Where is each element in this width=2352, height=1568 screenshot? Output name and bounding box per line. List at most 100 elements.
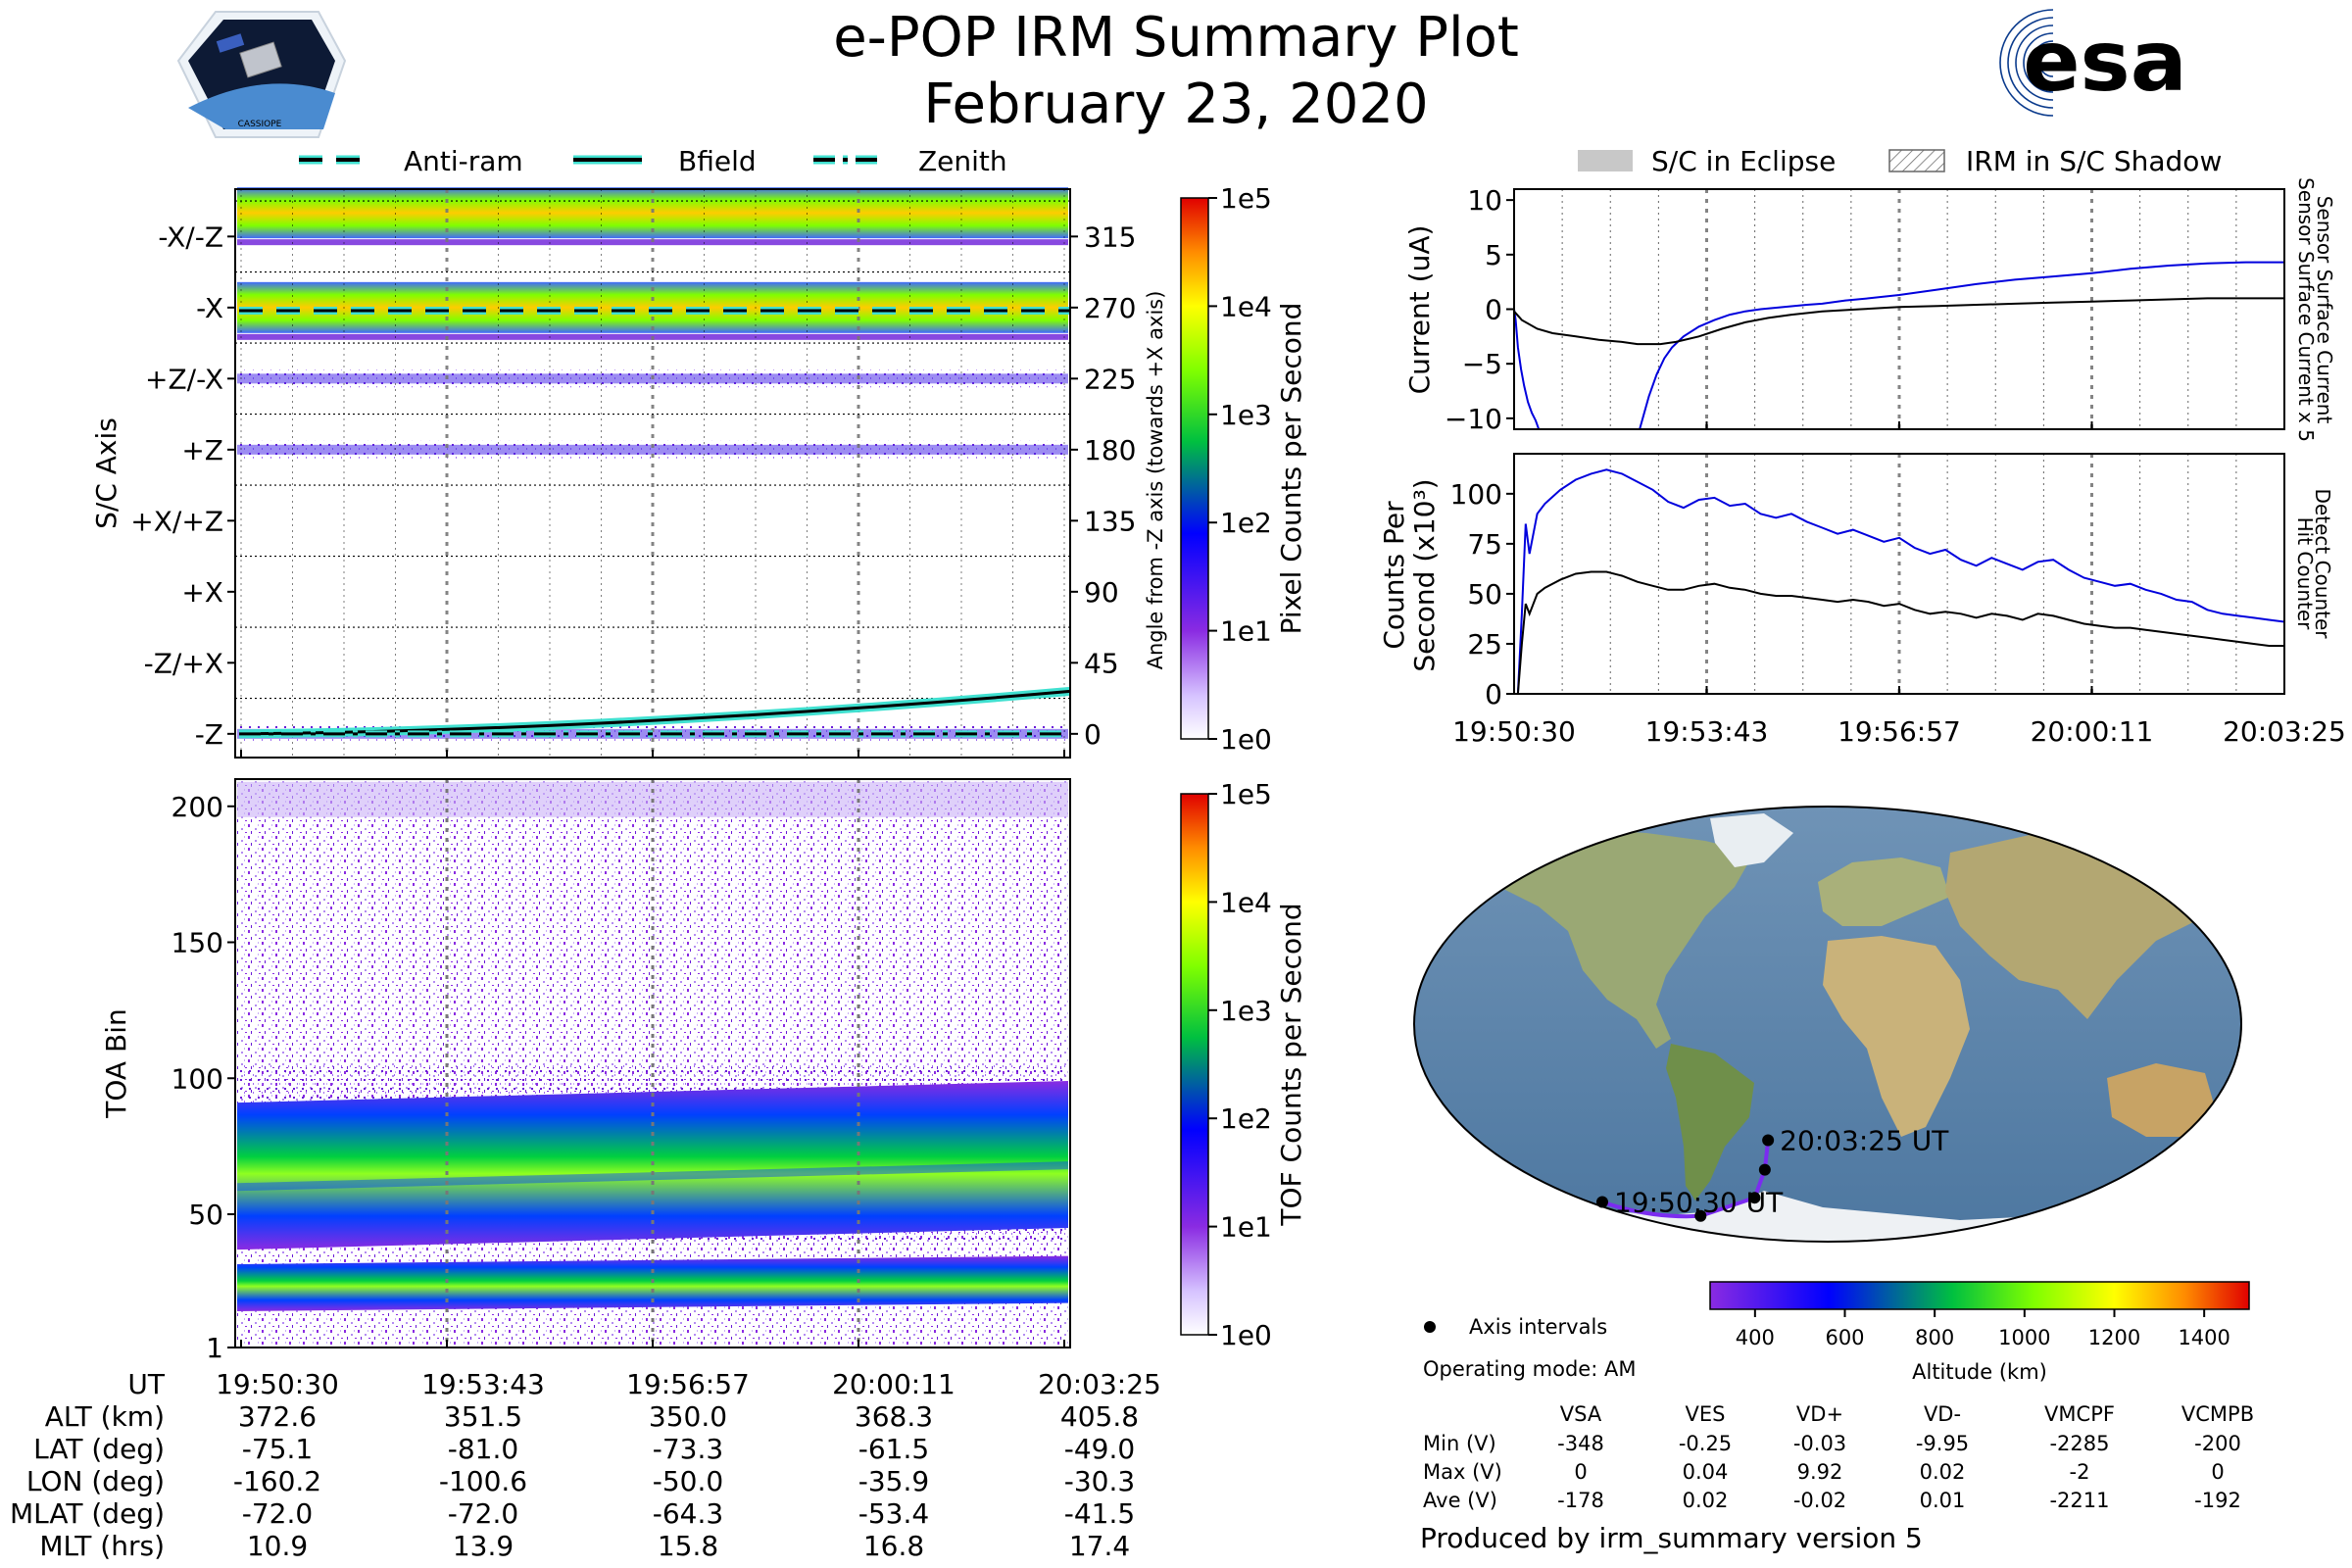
counts-ylabel-line1: Counts Per (1378, 501, 1410, 650)
ephemeris-cell: -30.3 (1064, 1465, 1135, 1497)
ephemeris-cell: -35.9 (858, 1465, 929, 1497)
pixel-colorbar-label: Pixel Counts per Second (1275, 303, 1307, 635)
ephemeris-cell: 19:56:57 (626, 1368, 750, 1400)
track-point (1748, 1192, 1761, 1204)
line-plot-y-tick-label: −10 (1445, 403, 1502, 435)
ephemeris-cell: -72.0 (448, 1497, 518, 1530)
line-plot-y-tick-label: 0 (1485, 678, 1502, 710)
ephemeris-cell: 368.3 (855, 1400, 933, 1433)
hit-counter-line (1514, 570, 2284, 694)
counts-plot: 100 75 50 25 0 Counts Per Second (x10³) Dete… (1378, 453, 2334, 710)
ephemeris-cell: 405.8 (1060, 1400, 1139, 1433)
voltage-table: VSA VES VD+ VD- VMCPF VCMPB Min (V) -348 -0.25 -0… (1423, 1402, 2254, 1512)
voltage-row-label: Max (V) (1423, 1460, 1502, 1484)
ephemeris-cell: -81.0 (448, 1433, 518, 1465)
angle-left-tick-label: +X (181, 576, 223, 609)
africa (1823, 936, 1970, 1137)
angle-band-0-edge (237, 239, 1068, 246)
voltage-cell: -0.25 (1679, 1432, 1732, 1455)
ephemeris-cell: -61.5 (858, 1433, 929, 1465)
ephemeris-cell: 350.0 (649, 1400, 727, 1433)
shadow-swatch (1888, 149, 1945, 172)
ephemeris-cell: 15.8 (658, 1530, 718, 1562)
toa-grid (445, 779, 860, 1348)
altitude-tick-label: 800 (1915, 1326, 1954, 1349)
voltage-cell: -0.03 (1793, 1432, 1846, 1455)
angle-right-tick-label: 180 (1084, 434, 1136, 466)
angle-left-tick-label: +Z/-X (145, 363, 223, 395)
angle-left-tick-label: +X/+Z (130, 505, 223, 537)
altitude-tick-label: 400 (1736, 1326, 1775, 1349)
right-time-ticks: 19:50:30 19:53:43 19:56:57 20:00:11 20:03:25 (1452, 715, 2346, 748)
left-legend: Anti-ram Bfield Zenith (299, 145, 1007, 177)
line-plot-y-tick-label: 10 (1467, 184, 1502, 217)
altitude-colorbar-label: Altitude (km) (1912, 1360, 2047, 1384)
colorbar-tick-label: 1e5 (1220, 778, 1272, 810)
toa-y-tick-label: 200 (172, 791, 223, 823)
ephemeris-cell: -49.0 (1064, 1433, 1135, 1465)
track-point (1758, 1163, 1771, 1176)
ephemeris-cell: -64.3 (653, 1497, 723, 1530)
esa-logo-text: esa (2023, 13, 2187, 111)
continents (1414, 813, 2241, 1242)
ephemeris-row-label: UT (127, 1368, 165, 1400)
ephemeris-row-label: ALT (km) (45, 1400, 165, 1433)
ephemeris-table: UT 19:50:30 19:53:43 19:56:57 20:00:11 20:03:… (10, 1368, 1161, 1562)
tof-colorbar-label: TOF Counts per Second (1275, 903, 1307, 1226)
pixel-colorbar: 1e5 1e4 1e3 1e2 1e1 1e0 Pixel Counts per Seco… (1180, 182, 1307, 756)
colorbar-tick-label: 1e4 (1220, 290, 1272, 322)
counts-right-label-blue: Detect Counter (2311, 489, 2334, 640)
line-plot-y-tick-label: 25 (1467, 628, 1502, 661)
ephemeris-cell: 13.9 (453, 1530, 514, 1562)
ephemeris-cell: -73.3 (653, 1433, 723, 1465)
tof-colorbar: 1e5 1e4 1e3 1e2 1e1 1e0 TOF Counts per Second (1180, 778, 1307, 1351)
toa-ticks: 200 150 100 50 1 (172, 791, 1065, 1364)
voltage-cell: 0.02 (1683, 1489, 1729, 1512)
current-grid (1561, 189, 2237, 429)
toa-spectrogram: 200 150 100 50 1 TOA Bin (100, 778, 1071, 1364)
colorbar-tick-label: 1e2 (1220, 507, 1272, 539)
altitude-tick-label: 1400 (2178, 1326, 2230, 1349)
track-point (1694, 1209, 1707, 1222)
line-plot-y-tick-label: 5 (1485, 239, 1502, 271)
world-map: 19:50:30 UT 20:03:25 UT (1413, 806, 2242, 1243)
right-time-tick-label: 20:00:11 (2031, 715, 2154, 748)
track-end-label: 20:03:25 UT (1780, 1124, 1949, 1156)
legend-anti-ram: Anti-ram (404, 145, 523, 177)
right-time-tick-label: 19:53:43 (1645, 715, 1769, 748)
altitude-colorbar: 400 600 800 1000 1200 1400 Altitude (km) (1709, 1281, 2250, 1384)
voltage-header: VD- (1924, 1402, 1961, 1426)
angle-right-tick-label: 90 (1084, 576, 1119, 609)
footer-produced-by: Produced by irm_summary version 5 (1420, 1522, 1923, 1554)
current-ylabel: Current (uA) (1403, 225, 1436, 395)
current-ticks: 10 5 0 −5 −10 (1445, 184, 2285, 435)
australia (2107, 1063, 2215, 1137)
ephemeris-cell: -100.6 (439, 1465, 527, 1497)
voltage-header: VMCPF (2044, 1402, 2115, 1426)
angle-right-tick-label: 225 (1084, 363, 1136, 395)
ephemeris-row-label: LAT (deg) (33, 1433, 165, 1465)
voltage-row-label: Ave (V) (1423, 1489, 1497, 1512)
colorbar-tick-label: 1e3 (1220, 995, 1272, 1027)
esa-logo: esa (1999, 8, 2187, 118)
colorbar-tick-label: 1e3 (1220, 399, 1272, 431)
toa-y-tick-label: 150 (172, 927, 223, 959)
colorbar-tick-label: 1e1 (1220, 1211, 1272, 1244)
track-start-label: 19:50:30 UT (1614, 1187, 1784, 1219)
angle-lines (238, 307, 1071, 739)
sensor-current-line (1514, 297, 2284, 346)
line-plot-y-tick-label: −5 (1462, 348, 1502, 380)
toa-band-gap (237, 1161, 1068, 1192)
voltage-cell: -2285 (2049, 1432, 2109, 1455)
colorbar-tick-label: 1e2 (1220, 1102, 1272, 1135)
map-border (1413, 806, 2242, 1243)
angle-right-tick-label: 315 (1084, 220, 1136, 253)
angle-right-tick-label: 135 (1084, 505, 1136, 537)
angle-right-tick-label: 0 (1084, 718, 1102, 751)
ephemeris-cell: 16.8 (863, 1530, 924, 1562)
colorbar-tick-label: 1e0 (1220, 723, 1272, 756)
legend-shadow: IRM in S/C Shadow (1966, 145, 2222, 177)
line-plot-y-tick-label: 0 (1485, 294, 1502, 326)
angle-left-tick-label: -Z/+X (144, 647, 223, 679)
